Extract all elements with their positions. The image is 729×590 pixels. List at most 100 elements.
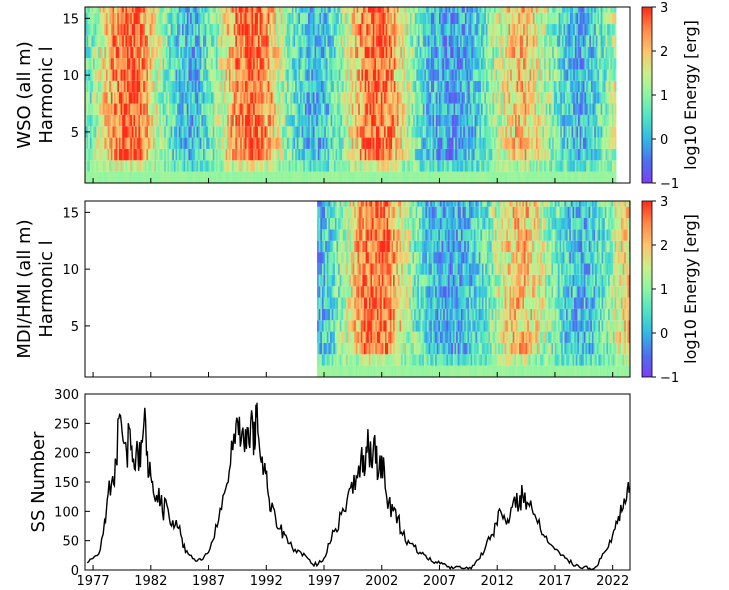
heatmap-cell — [540, 46, 543, 59]
heatmap-cell — [235, 35, 238, 47]
heatmap-cell — [249, 80, 252, 93]
heatmap-cell — [345, 171, 348, 183]
heatmap-cell — [351, 12, 354, 25]
heatmap-cell — [421, 126, 424, 138]
heatmap-cell — [450, 24, 453, 36]
heatmap-cell — [542, 160, 545, 172]
heatmap-cell — [346, 114, 349, 127]
heatmap-cell — [498, 171, 501, 183]
heatmap-cell — [388, 12, 391, 25]
heatmap-cell — [274, 103, 277, 115]
heatmap-cell — [298, 148, 301, 161]
heatmap-cell — [123, 24, 126, 36]
heatmap-cell — [172, 58, 175, 70]
heatmap-cell — [93, 46, 95, 59]
heatmap-cell — [169, 114, 171, 127]
heatmap-cell — [236, 126, 239, 138]
heatmap-cell — [366, 7, 369, 13]
heatmap-cell — [246, 46, 249, 59]
heatmap-cell — [518, 92, 521, 104]
heatmap-cell — [440, 171, 443, 183]
heatmap-cell — [133, 80, 136, 93]
heatmap-cell — [392, 171, 395, 183]
heatmap-cell — [398, 137, 401, 149]
heatmap-cell — [300, 137, 302, 149]
heatmap-cell — [560, 80, 563, 93]
heatmap-cell — [257, 12, 260, 25]
heatmap-cell — [309, 46, 312, 59]
heatmap-cell — [201, 58, 204, 70]
heatmap-cell — [511, 126, 514, 138]
heatmap-cell — [563, 46, 566, 59]
heatmap-cell — [91, 114, 94, 127]
heatmap-cell — [248, 12, 251, 25]
heatmap-cell — [582, 137, 585, 149]
heatmap-cell — [130, 24, 133, 36]
heatmap-cell — [118, 46, 121, 59]
heatmap-cell — [345, 137, 348, 149]
heatmap-cell — [164, 148, 167, 161]
heatmap-cell — [211, 46, 214, 59]
heatmap-cell — [451, 126, 454, 138]
heatmap-cell — [191, 114, 194, 127]
heatmap-cell — [306, 126, 309, 138]
heatmap-cell — [99, 126, 102, 138]
heatmap-cell — [566, 148, 569, 161]
heatmap-cell — [384, 160, 386, 172]
heatmap-cell — [144, 58, 147, 70]
heatmap-cell — [207, 7, 210, 13]
heatmap-cell — [274, 160, 277, 172]
heatmap-cell — [547, 58, 550, 70]
heatmap-cell — [109, 69, 112, 81]
heatmap-cell — [396, 114, 399, 127]
heatmap-cell — [261, 160, 264, 172]
heatmap-cell — [91, 46, 94, 59]
heatmap-cell — [493, 92, 496, 104]
heatmap-cell — [317, 69, 320, 81]
heatmap-cell — [322, 171, 325, 183]
heatmap-cell — [133, 58, 136, 70]
heatmap-cell — [141, 148, 144, 161]
heatmap-cell — [306, 58, 309, 70]
heatmap-cell — [314, 114, 317, 127]
heatmap-cell — [308, 7, 310, 13]
heatmap-cell — [104, 126, 107, 138]
heatmap-cell — [430, 12, 433, 25]
heatmap-cell — [498, 12, 501, 25]
heatmap-cell — [177, 114, 180, 127]
heatmap-cell — [443, 24, 446, 36]
heatmap-cell — [561, 7, 564, 13]
heatmap-cell — [278, 126, 281, 138]
heatmap-cell — [506, 148, 509, 161]
heatmap-cell — [484, 69, 487, 81]
heatmap-cell — [172, 114, 175, 127]
heatmap-cell — [387, 69, 390, 81]
heatmap-cell — [506, 12, 509, 25]
heatmap-cell — [211, 69, 214, 81]
heatmap-cell — [350, 126, 353, 138]
heatmap-cell — [332, 137, 335, 149]
heatmap-cell — [565, 160, 568, 172]
heatmap-cell — [579, 24, 582, 36]
heatmap-cell — [453, 46, 456, 59]
heatmap-cell — [487, 7, 490, 13]
heatmap-cell — [139, 160, 142, 172]
heatmap-cell — [329, 80, 332, 93]
heatmap-cell — [120, 80, 123, 93]
heatmap-cell — [429, 12, 432, 25]
heatmap-cell — [183, 103, 186, 115]
heatmap-cell — [481, 46, 483, 59]
heatmap-cell — [214, 114, 217, 127]
heatmap-cell — [369, 7, 372, 13]
heatmap-cell — [280, 58, 283, 70]
heatmap-cell — [175, 126, 178, 138]
heatmap-cell — [396, 7, 399, 13]
heatmap-cell — [285, 160, 288, 172]
heatmap-cell — [304, 46, 307, 59]
heatmap-cell — [253, 103, 256, 115]
heatmap-cell — [524, 92, 527, 104]
heatmap-cell — [342, 137, 344, 149]
heatmap-cell — [384, 114, 386, 127]
heatmap-cell — [288, 148, 291, 161]
